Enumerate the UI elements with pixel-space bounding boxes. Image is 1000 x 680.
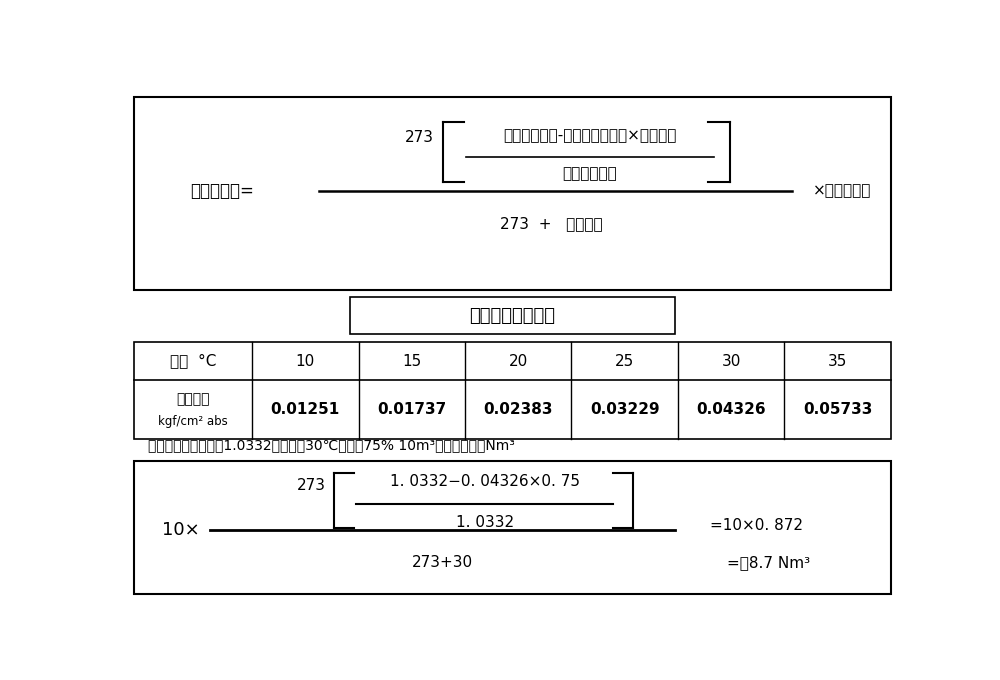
Text: 10: 10	[296, 354, 315, 369]
Bar	[350, 297, 675, 334]
Text: 273+30: 273+30	[412, 556, 473, 571]
Text: =10×0. 872: =10×0. 872	[710, 518, 803, 533]
Bar	[134, 97, 891, 290]
Text: 温度  °C: 温度 °C	[170, 354, 216, 369]
Text: 273: 273	[405, 129, 434, 145]
Text: 10×: 10×	[162, 521, 200, 539]
Text: 饱和压力: 饱和压力	[176, 392, 210, 407]
Text: kgf/cm² abs: kgf/cm² abs	[158, 415, 228, 428]
Bar	[134, 461, 891, 594]
Text: 25: 25	[615, 354, 634, 369]
Text: 绝对吸入压力-饱和水蒸气压力×相对湿度: 绝对吸入压力-饱和水蒸气压力×相对湿度	[503, 128, 677, 143]
Text: ×实际排出量: ×实际排出量	[813, 184, 871, 199]
Text: 0.03229: 0.03229	[590, 402, 659, 417]
Text: 0.05733: 0.05733	[803, 402, 872, 417]
Text: 0.04326: 0.04326	[696, 402, 766, 417]
Text: 35: 35	[828, 354, 847, 369]
Text: 标准空气量=: 标准空气量=	[190, 182, 254, 200]
Text: 饱和水蒸气压力表: 饱和水蒸气压力表	[470, 307, 556, 324]
Text: 0.01251: 0.01251	[271, 402, 340, 417]
Text: 计算示例：将气压（1.0332）、温度30℃、湿度75% 10m³的空气换算为Nm³: 计算示例：将气压（1.0332）、温度30℃、湿度75% 10m³的空气换算为N…	[148, 438, 515, 452]
Text: 20: 20	[509, 354, 528, 369]
Text: 1. 0332: 1. 0332	[456, 515, 514, 530]
Text: 0.01737: 0.01737	[377, 402, 446, 417]
Text: =约8.7 Nm³: =约8.7 Nm³	[727, 556, 810, 571]
Text: 1. 0332−0. 04326×0. 75: 1. 0332−0. 04326×0. 75	[390, 475, 580, 490]
Bar	[134, 342, 891, 439]
Text: 30: 30	[721, 354, 741, 369]
Text: 273  +   吸入温度: 273 + 吸入温度	[500, 216, 603, 232]
Text: 15: 15	[402, 354, 421, 369]
Text: 绝对吸入压力: 绝对吸入压力	[563, 167, 617, 182]
Text: 273: 273	[296, 478, 326, 494]
Text: 0.02383: 0.02383	[483, 402, 553, 417]
